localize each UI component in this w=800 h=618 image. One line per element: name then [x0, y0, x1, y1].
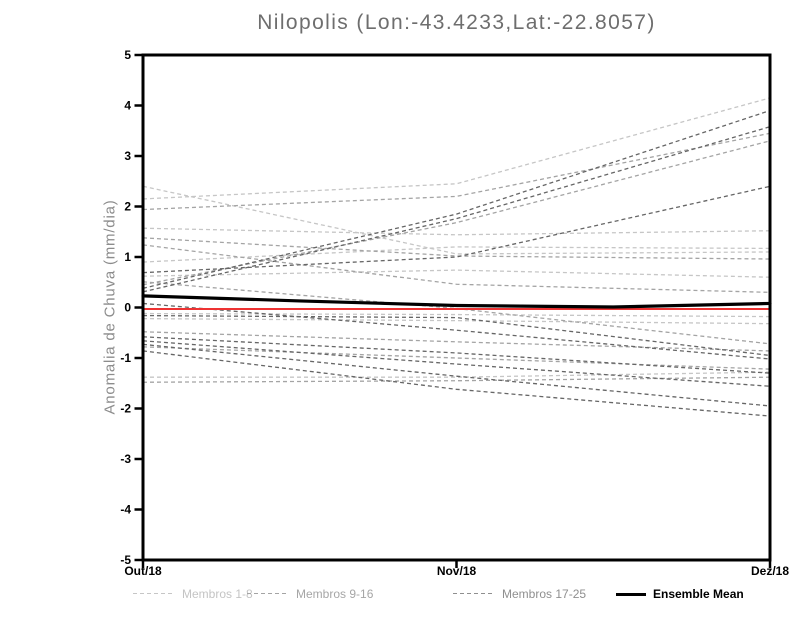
x-tick-label: Dez/18 — [751, 564, 789, 578]
chart-title: Nilopolis (Lon:-43.4233,Lat:-22.8057) — [257, 11, 656, 34]
member-line — [142, 317, 771, 325]
member-line — [142, 244, 771, 293]
member-line — [142, 185, 771, 274]
member-line — [142, 343, 771, 407]
member-lines — [142, 97, 771, 417]
y-tick-label: -1 — [120, 351, 131, 365]
y-tick-label: -2 — [120, 402, 131, 416]
dashed-line-sample-light — [133, 593, 175, 595]
member-line — [142, 314, 771, 357]
legend-item-membros-1-8: Membros 1-8 — [133, 587, 253, 601]
legend-item-membros-17-25: Membros 17-25 — [453, 587, 586, 601]
member-line — [142, 109, 771, 289]
y-tick-label: -4 — [120, 503, 131, 517]
plot-frame — [141, 53, 772, 562]
y-tick-label: 3 — [124, 149, 131, 163]
member-line — [142, 269, 771, 278]
y-tick-label: 4 — [124, 99, 131, 113]
y-tick-label: 1 — [124, 250, 131, 264]
x-tick-label: Out/18 — [124, 564, 162, 578]
ensemble-mean-line — [141, 294, 772, 309]
member-line — [142, 185, 771, 255]
legend-label: Ensemble Mean — [653, 587, 744, 601]
x-tick-label: Nov/18 — [437, 564, 477, 578]
legend-item-membros-9-16: Membros 9-16 — [247, 587, 373, 601]
y-tick-label: -3 — [120, 452, 131, 466]
solid-line-sample-black — [616, 592, 646, 596]
dashed-line-sample-medium — [247, 593, 289, 595]
member-line — [142, 336, 771, 374]
y-tick-label: -5 — [120, 553, 131, 567]
member-line — [142, 140, 771, 286]
y-tick-label: 0 — [124, 301, 131, 315]
dashed-line-sample-dark — [453, 593, 495, 595]
member-line — [142, 227, 771, 236]
legend-label: Membros 9-16 — [296, 587, 374, 601]
member-line — [142, 246, 771, 263]
member-line — [142, 132, 771, 211]
axis-ticks — [134, 53, 772, 568]
legend-label: Membros 1-8 — [182, 587, 253, 601]
member-line — [142, 97, 771, 200]
legend-label: Membros 17-25 — [502, 587, 587, 601]
y-tick-label: 2 — [124, 200, 131, 214]
member-line — [142, 350, 771, 417]
y-tick-label: 5 — [124, 48, 131, 62]
legend-item-ensemble-mean: Ensemble Mean — [616, 587, 744, 601]
member-line — [142, 126, 771, 293]
ensemble-mean — [141, 294, 772, 309]
